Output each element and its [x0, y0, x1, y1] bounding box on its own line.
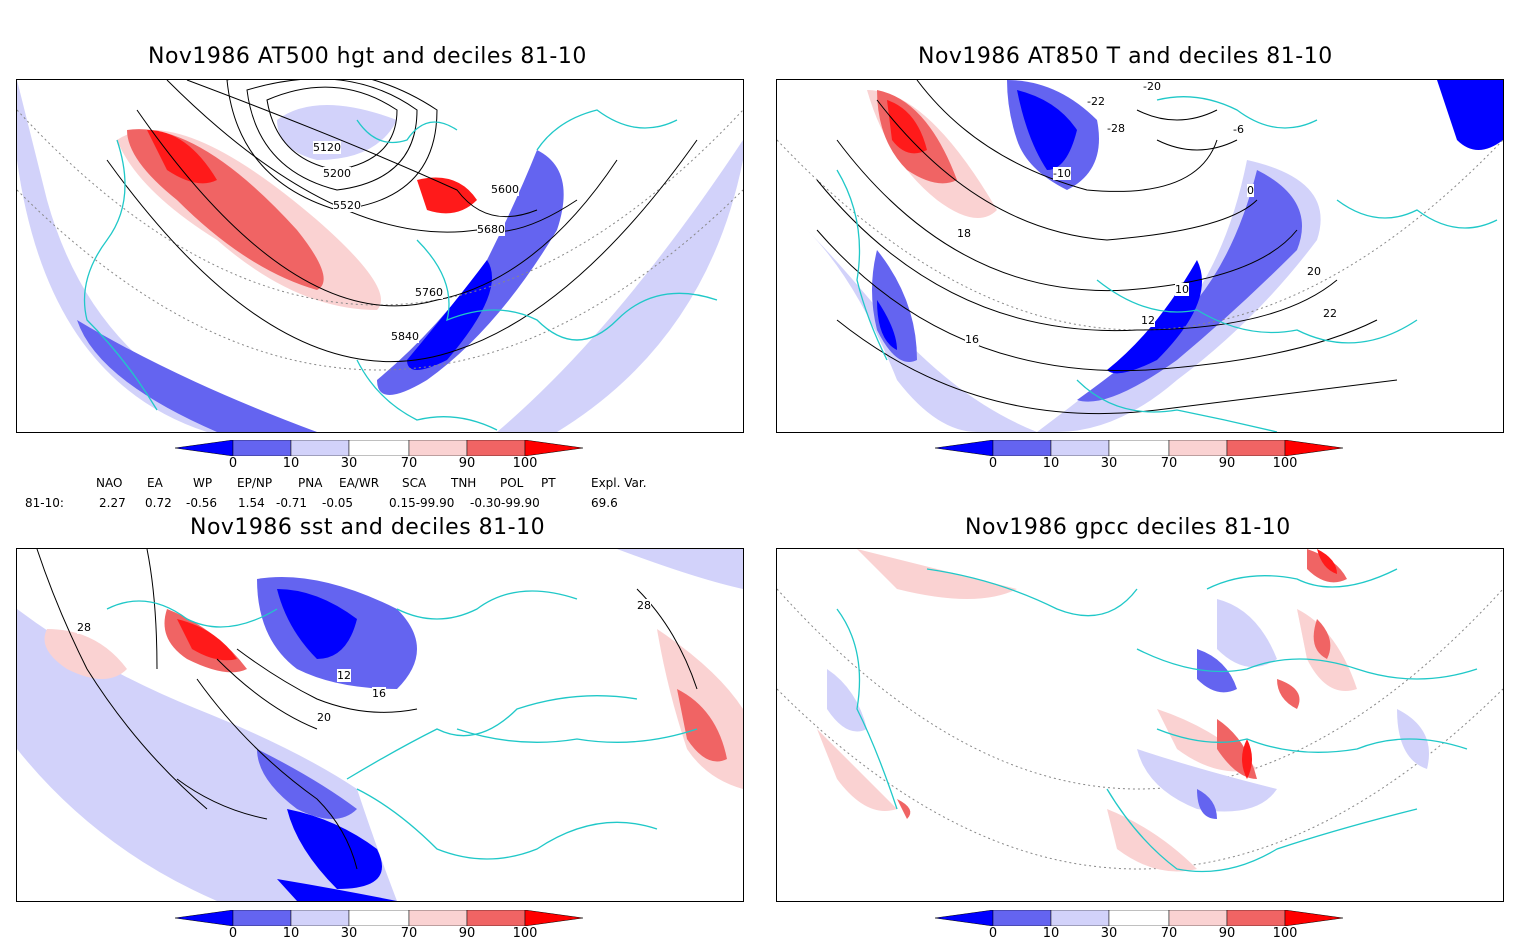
colorbar-tick: 90	[458, 456, 476, 471]
index-header: TNH	[451, 476, 477, 490]
panel-title-t850: Nov1986 AT850 T and deciles 81-10	[918, 44, 1333, 69]
colorbar-tick: 100	[1272, 926, 1298, 941]
colorbar-tick: 100	[512, 926, 538, 941]
index-header: PT	[541, 476, 556, 490]
contour-label: 12	[337, 669, 351, 682]
colorbar-tick: 0	[988, 456, 998, 471]
map-t850: -20 -22 -28 -10 -6 0 10 12 16 18 20 22	[776, 79, 1504, 433]
colorbar-tick: 0	[988, 926, 998, 941]
index-value: 2.27	[99, 496, 126, 510]
contour-label: 0	[1247, 184, 1254, 197]
colorbar-bottom-right: 0 10 30 70 90 100	[934, 909, 1355, 944]
contour-label: 5200	[323, 167, 351, 180]
colorbar-tick: 30	[1100, 926, 1118, 941]
colorbar-top-left: 0 10 30 70 90 100	[174, 439, 595, 474]
colorbar-tick: 70	[400, 456, 418, 471]
contour-label: 20	[317, 711, 331, 724]
contour-label: 5760	[415, 286, 443, 299]
teleconnection-index-table: NAO EA WP EP/NP PNA EA/WR SCA TNH POL PT…	[0, 476, 760, 516]
map-sst: 28 20 12 16 28	[16, 548, 744, 902]
colorbar-tick: 10	[282, 456, 300, 471]
contour-label: 16	[372, 687, 386, 700]
contour-label: 28	[77, 621, 91, 634]
index-header: WP	[193, 476, 213, 490]
colorbar-top-right: 0 10 30 70 90 100	[934, 439, 1355, 474]
colorbar-tick: 30	[340, 456, 358, 471]
panel-title-hgt500: Nov1986 AT500 hgt and deciles 81-10	[148, 44, 587, 69]
colorbar-tick: 90	[1218, 926, 1236, 941]
panel-title-gpcc: Nov1986 gpcc deciles 81-10	[965, 515, 1291, 540]
index-value: -0.30-99.90	[470, 496, 540, 510]
contour-label: 5600	[491, 183, 519, 196]
contour-label: 5120	[313, 141, 341, 154]
index-value: 0.15-99.90	[389, 496, 455, 510]
colorbar-tick: 70	[1160, 456, 1178, 471]
index-value: -0.56	[186, 496, 218, 510]
index-header: POL	[500, 476, 524, 490]
index-value: 0.72	[145, 496, 172, 510]
index-row-label: 81-10:	[25, 496, 64, 510]
colorbar-tick: 10	[1042, 456, 1060, 471]
index-value: -0.71	[276, 496, 308, 510]
colorbar-tick: 70	[400, 926, 418, 941]
colorbar-bottom-left: 0 10 30 70 90 100	[174, 909, 595, 944]
index-header: SCA	[402, 476, 427, 490]
index-header: EA/WR	[339, 476, 380, 490]
contour-label: 12	[1141, 314, 1155, 327]
contour-label: -22	[1087, 95, 1105, 108]
contour-label: 20	[1307, 265, 1321, 278]
contour-label: -20	[1143, 80, 1161, 93]
colorbar-tick: 70	[1160, 926, 1178, 941]
index-header: EP/NP	[237, 476, 273, 490]
contour-label: -28	[1107, 122, 1125, 135]
colorbar-tick: 90	[1218, 456, 1236, 471]
index-header: EA	[147, 476, 163, 490]
contour-label: 18	[957, 227, 971, 240]
colorbar-tick: 90	[458, 926, 476, 941]
contour-label: 16	[965, 333, 979, 346]
colorbar-tick: 10	[1042, 926, 1060, 941]
map-hgt500: 5120 5200 5520 5600 5680 5760 5840	[16, 79, 744, 433]
contour-label: 10	[1175, 283, 1189, 296]
contour-label: 28	[637, 599, 651, 612]
colorbar-tick: 100	[512, 456, 538, 471]
contour-label: 5840	[391, 330, 419, 343]
index-header: PNA	[298, 476, 323, 490]
index-value: 1.54	[238, 496, 265, 510]
colorbar-tick: 10	[282, 926, 300, 941]
colorbar-tick: 30	[340, 926, 358, 941]
colorbar-tick: 0	[228, 926, 238, 941]
index-value: 69.6	[591, 496, 618, 510]
contour-label: 5680	[477, 223, 505, 236]
colorbar-tick: 0	[228, 456, 238, 471]
colorbar-tick: 30	[1100, 456, 1118, 471]
index-value: -0.05	[322, 496, 354, 510]
colorbar-tick: 100	[1272, 456, 1298, 471]
map-gpcc	[776, 548, 1504, 902]
contour-label: -6	[1233, 123, 1244, 136]
contour-label: 5520	[333, 199, 361, 212]
index-header: NAO	[96, 476, 123, 490]
contour-label: -10	[1053, 167, 1071, 180]
panel-title-sst: Nov1986 sst and deciles 81-10	[190, 515, 546, 540]
contour-label: 22	[1323, 307, 1337, 320]
index-header: Expl. Var.	[591, 476, 647, 490]
